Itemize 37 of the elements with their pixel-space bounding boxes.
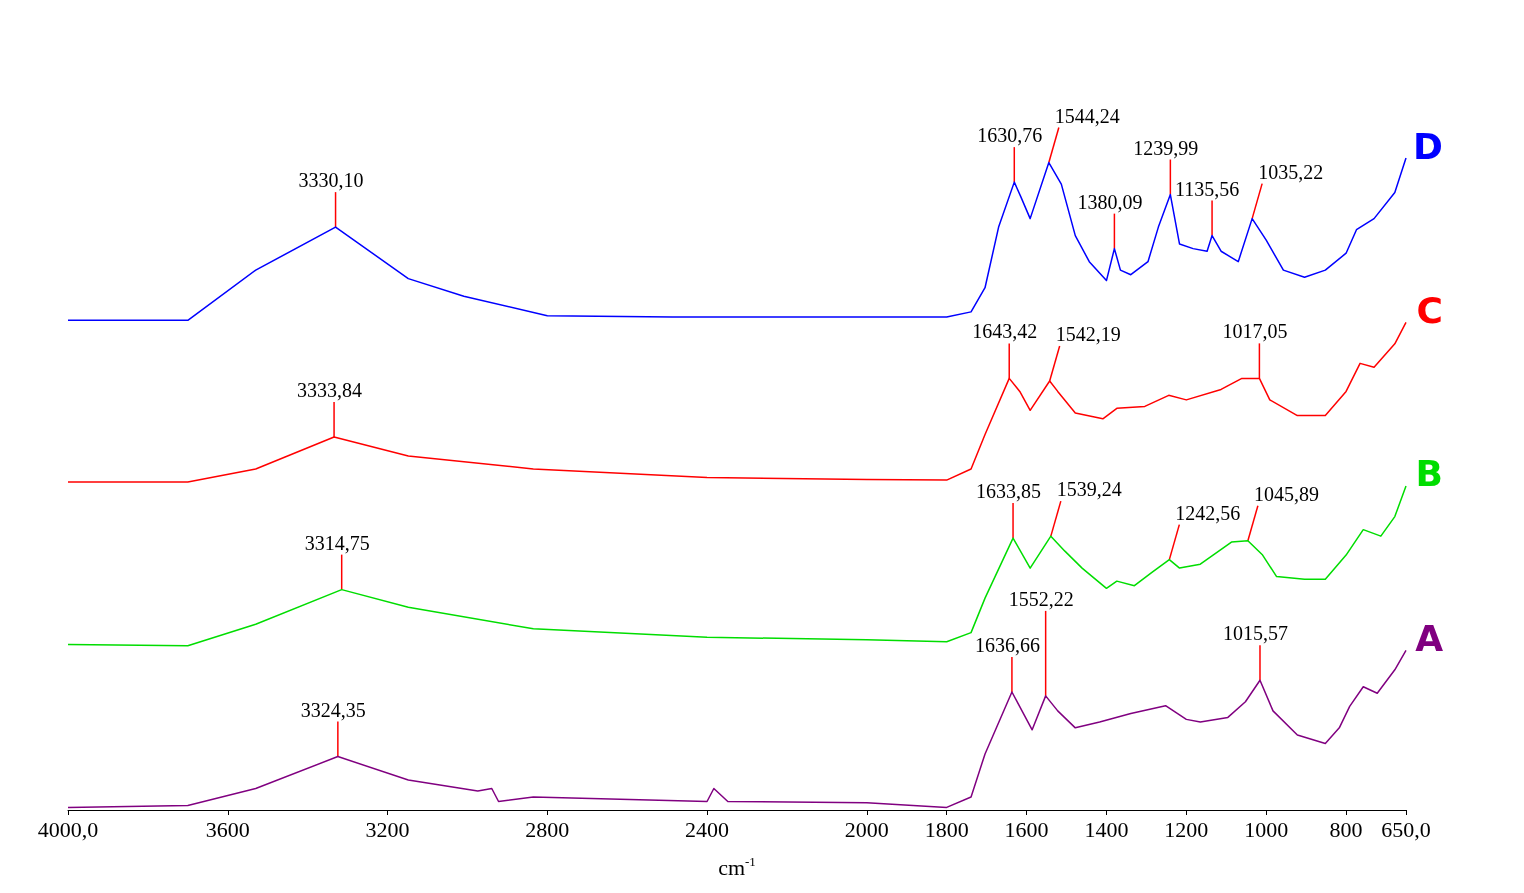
annotation: 1636,66: [974, 633, 1040, 656]
annotation: 1380,09: [1077, 190, 1143, 213]
annotation: 3333,84: [297, 379, 363, 402]
annotation: 1135,56: [1175, 177, 1240, 200]
annotation: 3314,75: [304, 531, 370, 554]
annotation: 1539,24: [1056, 478, 1122, 501]
x-tick-label: 2800: [525, 816, 570, 842]
x-tick-label: 650,0: [1381, 816, 1431, 842]
annotation: 1633,85: [976, 480, 1042, 503]
series-label: B: [1415, 453, 1443, 495]
annotation: 1045,89: [1253, 482, 1319, 505]
annotation: 1643,42: [972, 320, 1038, 343]
annotation: 1630,76: [977, 124, 1043, 147]
x-tick-label: 800: [1329, 816, 1363, 842]
annotation: 1552,22: [1008, 587, 1074, 610]
annotation: 1239,99: [1133, 136, 1199, 159]
x-tick-label: 3200: [365, 816, 410, 842]
x-tick-label: 3600: [205, 816, 250, 842]
annotation: 1242,56: [1175, 501, 1241, 524]
x-tick-label: 1000: [1244, 816, 1289, 842]
annotation: 1015,57: [1222, 622, 1288, 645]
x-tick-label: 1600: [1004, 816, 1049, 842]
x-tick-label: 1800: [924, 816, 969, 842]
annotation: 3330,10: [298, 169, 364, 192]
series-label: C: [1416, 289, 1443, 331]
annotation: 1035,22: [1258, 160, 1324, 183]
annotation: 1017,05: [1222, 320, 1288, 343]
series-label: D: [1413, 125, 1443, 167]
x-tick-label: 4000,0: [37, 816, 99, 842]
x-tick-label: 1200: [1164, 816, 1209, 842]
series-label: A: [1415, 617, 1444, 659]
annotation: 1542,19: [1055, 322, 1121, 345]
annotation: 3324,35: [300, 698, 366, 721]
x-tick-label: 2400: [685, 816, 730, 842]
x-tick-label: 1400: [1084, 816, 1129, 842]
annotation: 1544,24: [1054, 104, 1120, 127]
x-tick-label: 2000: [844, 816, 889, 842]
